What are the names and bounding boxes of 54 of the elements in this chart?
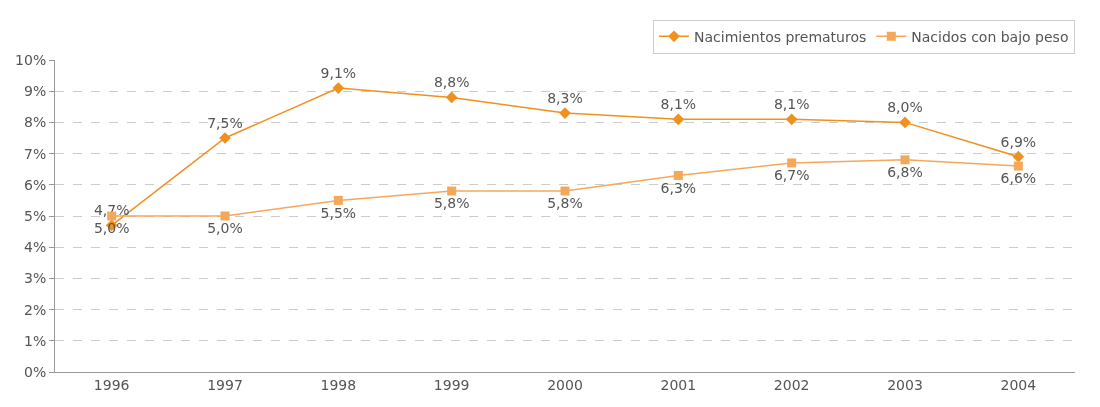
x-tick-label: 2004	[1000, 376, 1037, 393]
point	[787, 158, 797, 168]
y-tick-label: 10%	[15, 51, 47, 68]
x-tick-label: 2002	[773, 376, 810, 393]
legend-label: Nacidos con bajo peso	[911, 28, 1069, 45]
y-tick-label: 1%	[23, 332, 47, 349]
point	[220, 211, 230, 221]
data-label: 6,9%	[1000, 133, 1037, 150]
data-label: 8,8%	[433, 74, 470, 91]
data-label: 6,6%	[1000, 170, 1037, 187]
point	[445, 91, 458, 104]
data-label: 8,3%	[547, 89, 583, 106]
data-label: 5,5%	[320, 204, 357, 221]
y-tick-label: 9%	[23, 83, 47, 100]
y-tick-label: 0%	[23, 363, 47, 380]
data-label: 6,3%	[660, 179, 697, 196]
data-label: 5,8%	[433, 195, 470, 212]
point	[1013, 161, 1023, 171]
point	[672, 113, 685, 126]
x-tick-label: 2003	[887, 376, 923, 393]
y-tick-label: 3%	[23, 270, 47, 287]
y-tick-label: 5%	[23, 207, 47, 224]
point	[447, 186, 457, 196]
point	[899, 116, 911, 129]
data-label: 6,7%	[773, 167, 810, 184]
data-label: 6,8%	[887, 163, 923, 180]
point	[332, 82, 345, 94]
point	[333, 195, 343, 205]
point	[673, 170, 683, 180]
data-label: 5,8%	[547, 195, 583, 212]
x-tick-label: 1998	[320, 376, 357, 393]
y-tick-label: 4%	[23, 239, 47, 256]
point	[1012, 150, 1025, 163]
y-tick-label: 6%	[23, 176, 47, 193]
data-label: 7,5%	[207, 114, 243, 131]
point	[560, 186, 570, 196]
point	[785, 113, 798, 126]
data-label: 8,0%	[887, 99, 923, 116]
y-tick-label: 8%	[23, 114, 47, 131]
y-tick-label: 2%	[23, 301, 47, 318]
x-tick-label: 1999	[433, 376, 470, 393]
x-tick-label: 1996	[93, 376, 130, 393]
x-tick-label: 1997	[207, 376, 243, 393]
data-label: 8,1%	[660, 96, 697, 113]
y-tick-label: 7%	[23, 145, 47, 162]
data-label: 5,0%	[93, 220, 130, 237]
data-label: 9,1%	[320, 64, 357, 81]
x-tick-label: 2001	[660, 376, 697, 393]
legend-label: Nacimientos prematuros	[694, 28, 867, 45]
data-label: 5,0%	[207, 220, 243, 237]
data-label: 4,7%	[93, 202, 130, 219]
point	[900, 155, 910, 165]
x-tick-label: 2000	[547, 376, 583, 393]
data-label: 8,1%	[773, 96, 810, 113]
